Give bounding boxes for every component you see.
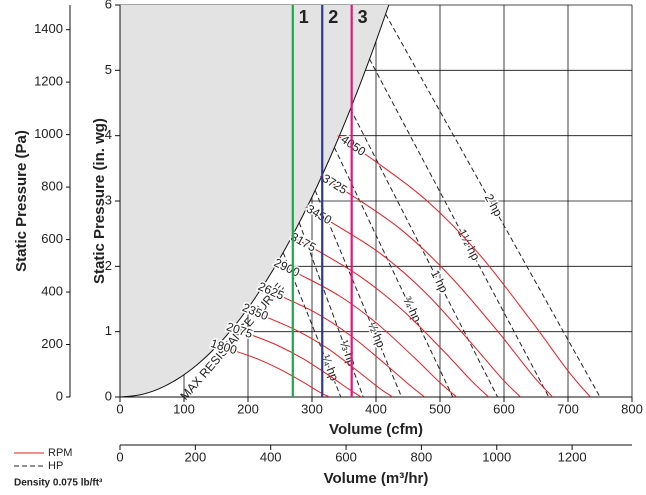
x2-axis-title: Volume (m³/hr) (324, 470, 429, 487)
x-tick-label: 400 (365, 401, 387, 416)
y-tick-label: 1 (105, 323, 112, 338)
curve-label: 2 hp (482, 192, 506, 220)
y2-tick-label: 800 (41, 179, 63, 194)
hp-curve (282, 252, 342, 398)
hp-curve (385, 13, 601, 398)
x2-tick-label: 1000 (482, 449, 511, 464)
curve-label: 3725 (320, 171, 350, 197)
y2-tick-label: 1400 (34, 21, 63, 36)
x2-tick-label: 0 (116, 449, 123, 464)
rpm-curve (290, 235, 489, 398)
marker-label: 2 (328, 7, 338, 27)
x-tick-label: 800 (621, 401, 643, 416)
x2-tick-label: 400 (260, 449, 282, 464)
max-resistance-curve (119, 4, 390, 398)
curve-label: 2900 (272, 255, 302, 279)
y2-tick-label: 400 (41, 283, 63, 298)
y2-tick-label: 200 (41, 336, 63, 351)
y2-tick-label: 0 (56, 388, 63, 403)
hp-curve (333, 147, 454, 398)
hp-curve (298, 222, 364, 398)
rpm-curve (320, 175, 554, 398)
rpm-curve (337, 135, 591, 398)
y-tick-label: 3 (105, 192, 112, 207)
x-tick-label: 0 (116, 401, 123, 416)
rpm-curve (245, 308, 393, 398)
legend-rpm: RPM (48, 447, 72, 459)
y-tick-label: 0 (105, 388, 112, 403)
rpm-curve (231, 327, 362, 398)
y2-axis-title: Static Pressure (Pa) (13, 130, 30, 272)
hp-curve (349, 108, 499, 398)
x-tick-label: 500 (429, 401, 451, 416)
x-tick-label: 100 (173, 401, 195, 416)
curve-label: 1 hp (428, 268, 451, 295)
curve-label: ½ hp (365, 320, 388, 350)
x2-tick-label: 800 (411, 449, 433, 464)
density-note: Density 0.075 lb/ft³ (14, 478, 103, 489)
marker-label: 1 (299, 7, 309, 27)
x2-tick-label: 1200 (558, 449, 587, 464)
x-tick-label: 300 (301, 401, 323, 416)
curve-label: 4050 (338, 132, 368, 159)
hp-curve (369, 58, 550, 398)
y-tick-label: 6 (105, 0, 112, 11)
curve-label: ¾ hp (400, 294, 424, 324)
x-tick-label: 200 (237, 401, 259, 416)
x2-tick-label: 200 (184, 449, 206, 464)
curve-label: 3450 (304, 202, 334, 228)
y2-tick-label: 600 (41, 231, 63, 246)
rpm-curve (305, 207, 521, 398)
y2-tick-label: 1000 (34, 126, 63, 141)
rpm-curve (216, 344, 330, 398)
y-tick-label: 2 (105, 258, 112, 273)
rpm-curve (275, 262, 457, 398)
y2-tick-label: 1200 (34, 74, 63, 89)
y-tick-label: 5 (105, 62, 112, 77)
x-tick-label: 700 (557, 401, 579, 416)
marker-label: 3 (358, 7, 368, 27)
x-axis-title: Volume (cfm) (329, 421, 423, 438)
x2-tick-label: 600 (335, 449, 357, 464)
y-axis-title: Static Pressure (in. wg) (91, 118, 108, 284)
x-tick-label: 600 (493, 401, 515, 416)
y-tick-label: 4 (105, 127, 112, 142)
legend-hp: HP (48, 460, 63, 472)
